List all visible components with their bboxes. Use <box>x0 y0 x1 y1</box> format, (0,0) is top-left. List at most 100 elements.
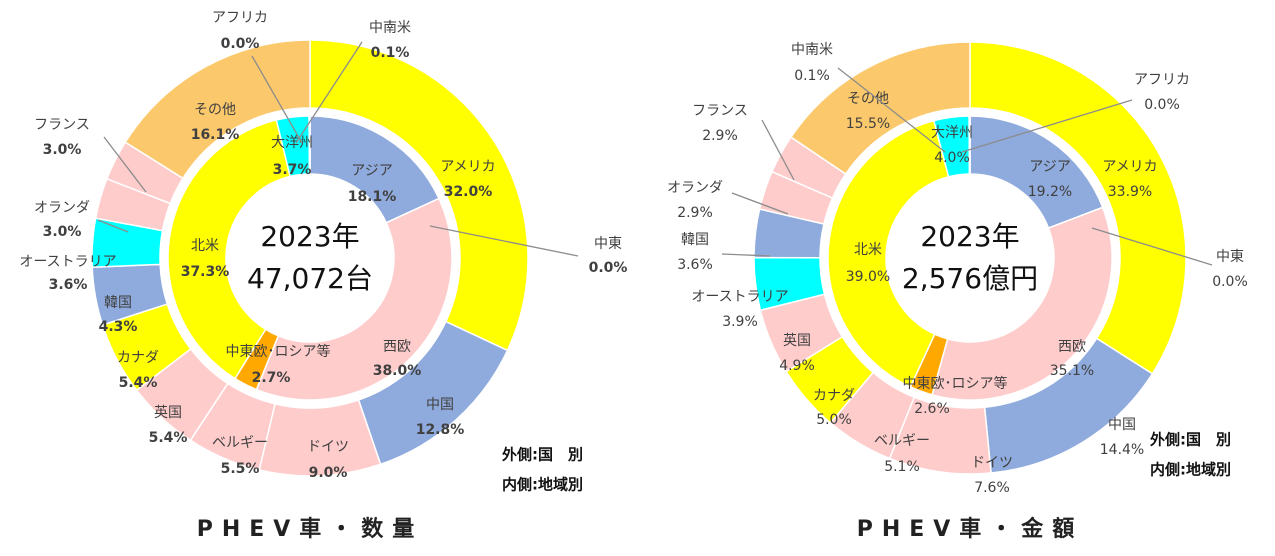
value-label: 39.0% <box>846 269 890 285</box>
center-text: 2023年 <box>920 220 1019 253</box>
chart-title: PHEV車・金額 <box>857 516 1084 542</box>
slice-label: アメリカ <box>440 159 495 175</box>
slice-label: 中東 <box>594 236 622 252</box>
slice-label: 中国 <box>1108 417 1136 433</box>
value-label: 0.1% <box>794 68 830 84</box>
value-label: 0.0% <box>1212 274 1248 290</box>
value-label: 5.5% <box>221 461 260 477</box>
leader-line <box>721 253 771 257</box>
outer-slice <box>789 41 971 176</box>
donut-hole <box>226 174 394 342</box>
slice-label: ドイツ <box>971 455 1013 471</box>
value-label: 2.7% <box>252 370 291 386</box>
slice-label: オーストラリア <box>691 289 788 305</box>
slice-label: カナダ <box>117 350 159 366</box>
value-label: 15.5% <box>846 116 890 132</box>
value-label: 4.3% <box>99 319 138 335</box>
slice-label: ドイツ <box>307 439 349 455</box>
value-label: 35.1% <box>1050 363 1094 379</box>
value-label: 12.8% <box>416 422 465 438</box>
leader-line <box>295 41 363 144</box>
value-label: 32.0% <box>444 184 493 200</box>
slice-label: 西欧 <box>1058 339 1086 355</box>
note: 内側:地域別 <box>1150 461 1231 479</box>
slice-label: 韓国 <box>104 295 132 311</box>
value-label: 2.6% <box>914 401 950 417</box>
leader-line <box>429 225 579 257</box>
slice-label: アメリカ <box>1102 159 1157 175</box>
slice-label: その他 <box>847 91 889 107</box>
value-label: 33.9% <box>1108 184 1152 200</box>
slice-label: フランス <box>34 117 90 133</box>
leader-line <box>103 136 147 193</box>
slice-label: ベルギー <box>212 435 268 451</box>
value-label: 0.0% <box>1144 97 1180 113</box>
slice-label: 英国 <box>154 404 182 421</box>
slice-label: 中東欧･ロシア等 <box>903 375 1008 392</box>
slice-label: ベルギー <box>874 433 930 449</box>
donut-hole <box>886 174 1054 342</box>
outer-slice <box>124 39 311 180</box>
value-label: 18.1% <box>348 189 397 205</box>
slice-label: 西欧 <box>383 339 411 355</box>
slice-label: 中南米 <box>791 42 833 58</box>
slice-label: アフリカ <box>1134 72 1190 88</box>
value-label: 4.9% <box>779 358 815 374</box>
value-label: 19.2% <box>1028 184 1072 200</box>
slice-label: 北米 <box>854 242 882 258</box>
slice-label: オランダ <box>667 180 723 196</box>
slice-label: アジア <box>351 163 392 179</box>
value-label: 2.9% <box>677 205 713 221</box>
leader-line <box>731 192 789 215</box>
slice-label: オーストラリア <box>19 254 116 270</box>
slice-label: 大洋州 <box>931 125 973 141</box>
value-label: 5.0% <box>816 412 852 428</box>
slice-label: 韓国 <box>681 232 709 248</box>
value-label: 9.0% <box>309 465 348 481</box>
leader-line <box>1091 227 1213 266</box>
value-label: 14.4% <box>1100 442 1144 458</box>
value-label: 5.4% <box>149 430 188 446</box>
center-text: 47,072台 <box>247 262 373 295</box>
value-label: 3.6% <box>49 277 88 293</box>
leader-line <box>761 119 795 181</box>
leader-line <box>97 219 129 233</box>
value-label: 3.9% <box>722 314 758 330</box>
slice-label: アジア <box>1029 159 1070 175</box>
note: 外側:国 別 <box>501 446 583 464</box>
value-label: 4.0% <box>934 150 970 166</box>
slice-label: 中南米 <box>369 20 411 36</box>
value-label: 3.0% <box>43 142 82 158</box>
leader-line <box>837 67 946 153</box>
outer-slice <box>309 39 529 352</box>
note: 内側:地域別 <box>502 476 583 494</box>
center-text: 2023年 <box>260 220 359 253</box>
leader-line <box>251 55 303 144</box>
slice-label: 北米 <box>191 238 219 254</box>
note: 外側:国 別 <box>1149 431 1231 449</box>
value-label: 7.6% <box>974 480 1010 496</box>
value-label: 0.0% <box>589 260 628 276</box>
value-label: 37.3% <box>181 264 230 280</box>
slice-label: 英国 <box>783 332 811 349</box>
center-text: 2,576億円 <box>902 262 1038 295</box>
value-label: 16.1% <box>191 127 240 143</box>
slice-label: 大洋州 <box>271 135 313 151</box>
value-label: 3.7% <box>273 162 312 178</box>
slice-label: オランダ <box>34 200 90 216</box>
value-label: 38.0% <box>373 363 422 379</box>
value-label: 2.9% <box>702 128 738 144</box>
value-label: 0.0% <box>221 36 260 52</box>
slice-label: 中国 <box>426 397 454 413</box>
value-label: 5.4% <box>119 375 158 391</box>
slice-label: 中東 <box>1216 249 1244 265</box>
slice-label: カナダ <box>813 388 855 404</box>
value-label: 3.0% <box>43 224 82 240</box>
slice-label: アフリカ <box>212 10 268 26</box>
chart-title: PHEV車・数量 <box>197 516 424 542</box>
slice-label: その他 <box>194 102 236 118</box>
outer-slice <box>969 41 1187 375</box>
value-label: 0.1% <box>371 45 410 61</box>
slice-label: フランス <box>692 103 748 119</box>
